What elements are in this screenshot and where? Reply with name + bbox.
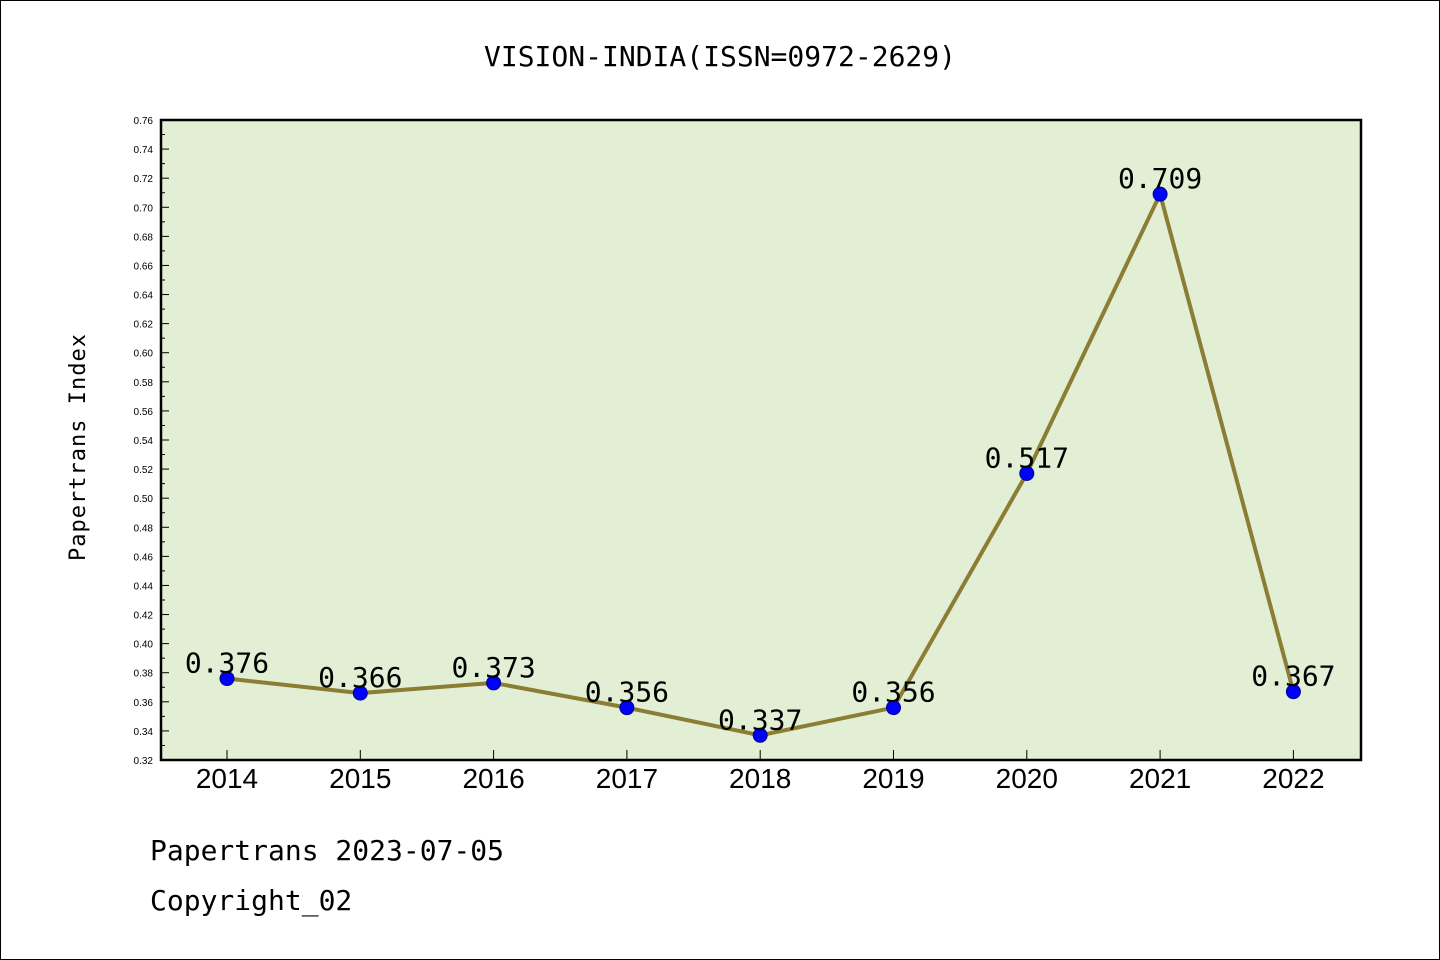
x-tick-label: 2017 xyxy=(596,763,658,794)
y-tick-label: 0.70 xyxy=(134,203,154,214)
x-tick-label: 2014 xyxy=(196,763,258,794)
data-point xyxy=(886,700,901,716)
data-label: 0.337 xyxy=(718,703,802,736)
y-tick-label: 0.66 xyxy=(134,261,154,272)
y-tick-label: 0.44 xyxy=(134,581,154,592)
y-tick-label: 0.48 xyxy=(134,523,154,534)
y-tick-label: 0.36 xyxy=(134,698,154,709)
y-tick-label: 0.38 xyxy=(134,669,154,680)
data-point xyxy=(1152,186,1168,202)
x-tick-label: 2021 xyxy=(1129,763,1191,794)
plot-background xyxy=(161,120,1361,760)
y-tick-label: 0.46 xyxy=(134,552,154,563)
y-tick-label: 0.62 xyxy=(134,320,154,331)
data-series xyxy=(219,186,1301,743)
x-tick-label: 2016 xyxy=(462,763,524,794)
data-point xyxy=(352,685,368,701)
y-tick-label: 0.54 xyxy=(134,436,154,447)
x-tick-label: 2015 xyxy=(329,763,391,794)
data-point xyxy=(619,700,635,716)
y-tick-label: 0.60 xyxy=(134,349,154,360)
data-point xyxy=(486,675,502,691)
y-tick-label: 0.56 xyxy=(134,407,154,418)
axes: 0.32 0.34 0.36 0.38 0.40 0.42 0.44 0.46 0.48 0.50… xyxy=(134,116,1325,794)
data-label: 0.517 xyxy=(985,441,1069,474)
data-label: 0.376 xyxy=(185,647,269,680)
data-label: 0.367 xyxy=(1251,660,1335,693)
y-axis-label: Papertrans Index xyxy=(66,333,91,561)
y-tick-label: 0.32 xyxy=(134,756,154,767)
x-tick-label: 2020 xyxy=(996,763,1058,794)
footer-source: Papertrans 2023-07-05 xyxy=(150,834,505,867)
plot-border xyxy=(159,118,1363,762)
y-tick-label: 0.42 xyxy=(134,611,154,622)
y-tick-label: 0.72 xyxy=(134,174,154,185)
data-labels: 0.376 0.366 0.373 0.356 0.337 0.356 0.517 0.709… xyxy=(185,162,1336,736)
data-point xyxy=(1019,465,1035,481)
data-label: 0.356 xyxy=(585,676,669,709)
data-point xyxy=(1285,684,1301,700)
y-tick-label: 0.34 xyxy=(134,727,154,738)
data-point xyxy=(752,727,768,743)
data-label: 0.709 xyxy=(1118,162,1202,195)
data-label: 0.366 xyxy=(318,661,402,694)
y-tick-label: 0.68 xyxy=(134,232,154,243)
y-tick-label: 0.50 xyxy=(134,494,154,505)
x-tick-label: 2018 xyxy=(729,763,791,794)
data-label: 0.373 xyxy=(451,651,535,684)
x-tick-label: 2019 xyxy=(862,763,924,794)
y-tick-label: 0.64 xyxy=(134,291,154,302)
footer-copyright: Copyright_02 xyxy=(150,884,353,917)
y-tick-label: 0.74 xyxy=(134,145,154,156)
chart-title: VISION-INDIA(ISSN=0972-2629) xyxy=(484,40,956,73)
y-tick-label: 0.76 xyxy=(134,116,154,127)
x-tick-label: 2022 xyxy=(1262,763,1324,794)
data-label: 0.356 xyxy=(851,676,935,709)
data-point xyxy=(219,671,235,687)
y-tick-label: 0.52 xyxy=(134,465,154,476)
y-tick-label: 0.40 xyxy=(134,640,154,651)
y-tick-label: 0.58 xyxy=(134,378,154,389)
